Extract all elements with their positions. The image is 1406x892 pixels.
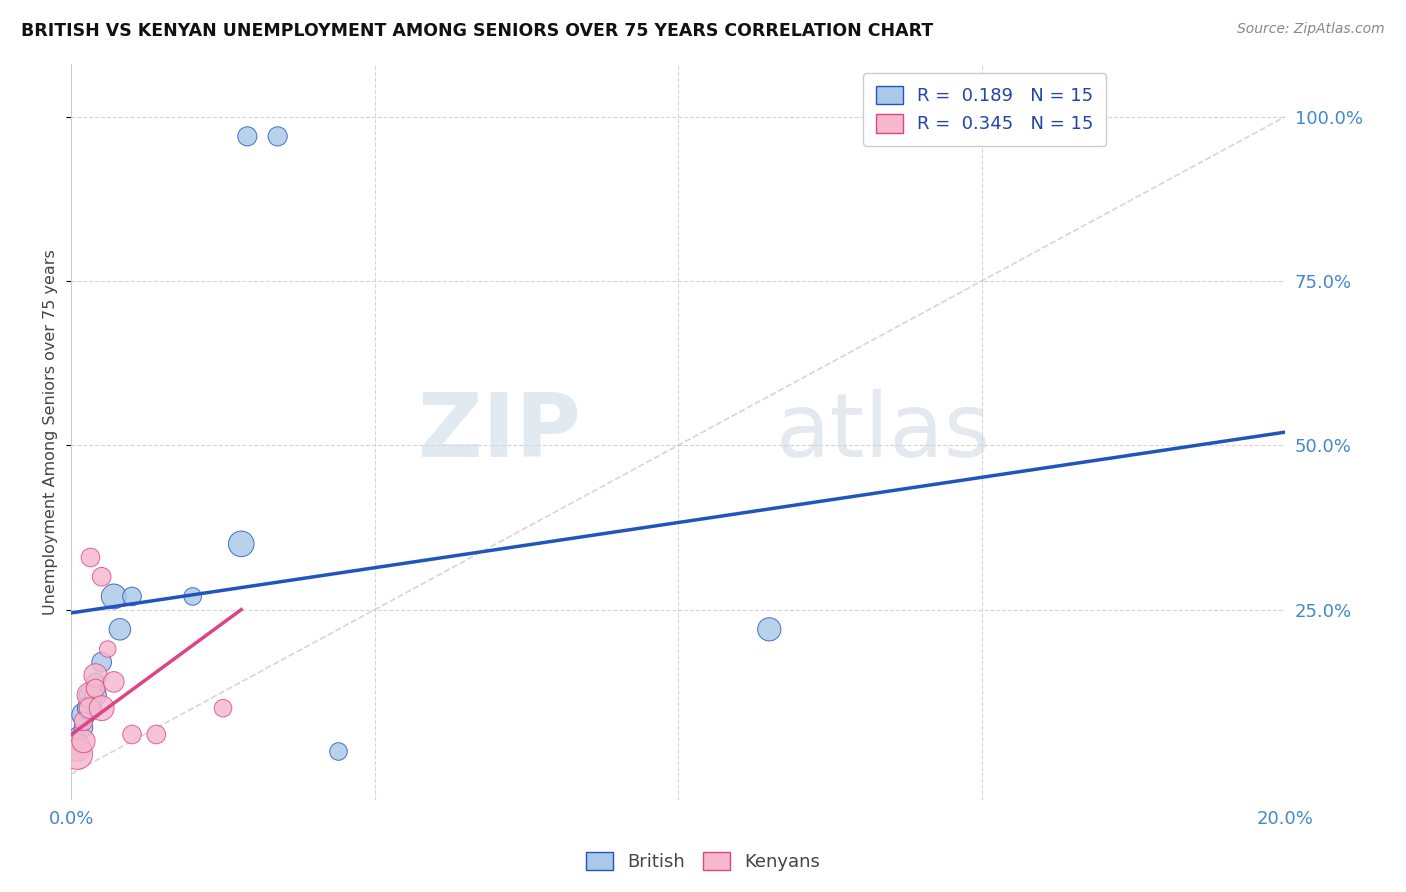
Point [66, 747, 89, 762]
Point [79, 701, 101, 715]
Text: BRITISH VS KENYAN UNEMPLOYMENT AMONG SENIORS OVER 75 YEARS CORRELATION CHART: BRITISH VS KENYAN UNEMPLOYMENT AMONG SEN… [21, 22, 934, 40]
Point [103, 674, 125, 689]
Point [79, 549, 101, 564]
Point [758, 623, 780, 637]
Point [72, 734, 94, 748]
Point [66, 727, 89, 741]
Point [84, 674, 107, 689]
Point [266, 129, 288, 144]
Legend: R =  0.189   N = 15, R =  0.345   N = 15: R = 0.189 N = 15, R = 0.345 N = 15 [863, 73, 1107, 146]
Point [236, 129, 259, 144]
Point [212, 701, 235, 715]
Text: Source: ZipAtlas.com: Source: ZipAtlas.com [1237, 22, 1385, 37]
Point [72, 721, 94, 735]
Point [72, 714, 94, 729]
Point [121, 727, 143, 741]
Point [90, 570, 112, 584]
Point [97, 642, 120, 657]
Legend: British, Kenyans: British, Kenyans [578, 845, 828, 879]
Y-axis label: Unemployment Among Seniors over 75 years: Unemployment Among Seniors over 75 years [44, 249, 58, 615]
Text: ZIP: ZIP [419, 389, 581, 475]
Point [103, 590, 125, 604]
Point [121, 590, 143, 604]
Point [145, 727, 167, 741]
Point [231, 537, 253, 551]
Text: atlas: atlas [775, 389, 990, 475]
Point [84, 688, 107, 702]
Point [90, 655, 112, 669]
Point [72, 707, 94, 722]
Point [108, 623, 131, 637]
Point [79, 701, 101, 715]
Point [181, 590, 204, 604]
Point [328, 744, 350, 758]
Point [90, 701, 112, 715]
Point [84, 668, 107, 682]
Point [66, 734, 89, 748]
Point [79, 688, 101, 702]
Point [66, 740, 89, 755]
Point [79, 688, 101, 702]
Point [84, 681, 107, 696]
